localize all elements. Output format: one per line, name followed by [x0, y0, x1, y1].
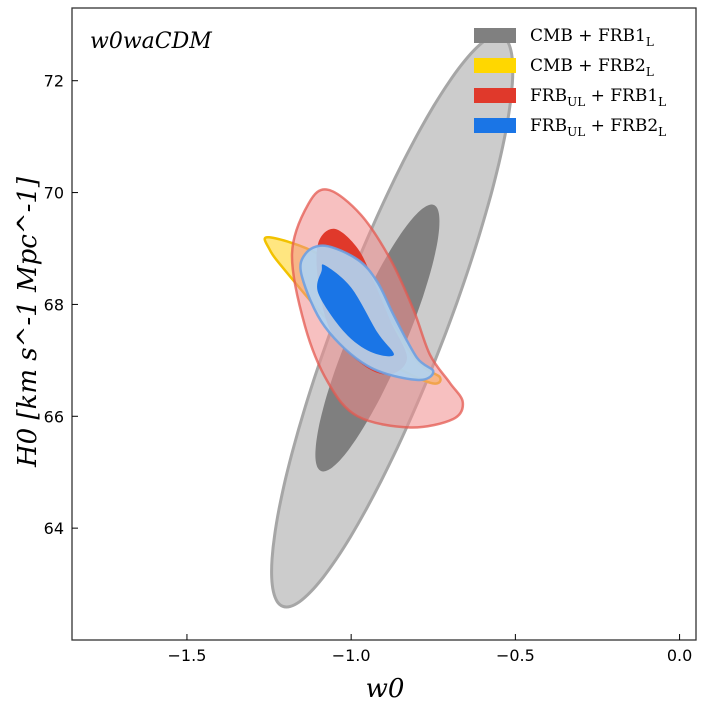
y-tick-label: 68: [44, 295, 64, 314]
legend-swatch: [474, 58, 516, 73]
y-tick-label: 66: [44, 407, 64, 426]
y-tick-label: 64: [44, 519, 64, 538]
contour-layer: [263, 33, 515, 609]
legend-label: FRBUL + FRB2L: [530, 116, 666, 139]
model-annotation: w0waCDM: [90, 29, 212, 54]
y-tick-label: 72: [44, 72, 64, 91]
legend-label: CMB + FRB1L: [530, 26, 654, 49]
legend-swatch: [474, 28, 516, 43]
legend-label: CMB + FRB2L: [530, 56, 654, 79]
x-tick-label: −1.0: [332, 646, 371, 665]
contour-inner-3: [317, 264, 394, 357]
plot-frame: [71, 7, 697, 641]
y-tick-label: 70: [44, 184, 64, 203]
x-tick-label: 0.0: [667, 646, 692, 665]
legend: CMB + FRB1L CMB + FRB2L FRBUL + FRB1L FRBUL…: [474, 26, 666, 139]
tick-layer: −1.5 −1.0 −0.5 0.0 64 66 68 70 72: [44, 72, 693, 665]
legend-swatch: [474, 118, 516, 133]
x-axis-title: w0: [366, 674, 405, 704]
legend-swatch: [474, 88, 516, 103]
x-tick-label: −0.5: [496, 646, 535, 665]
y-axis-title: H0 [km s^-1 Mpc^-1]: [13, 176, 43, 468]
legend-label: FRBUL + FRB1L: [530, 86, 666, 109]
x-tick-label: −1.5: [168, 646, 207, 665]
